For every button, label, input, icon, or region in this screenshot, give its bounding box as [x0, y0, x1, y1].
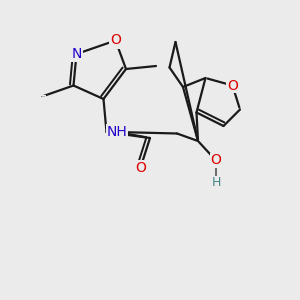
Text: O: O [135, 161, 146, 175]
Text: O: O [110, 34, 121, 47]
Text: H: H [211, 176, 221, 190]
Text: methyl: methyl [41, 95, 46, 97]
Text: O: O [227, 79, 238, 92]
Text: NH: NH [106, 125, 128, 139]
Text: O: O [211, 154, 221, 167]
Text: N: N [71, 47, 82, 61]
